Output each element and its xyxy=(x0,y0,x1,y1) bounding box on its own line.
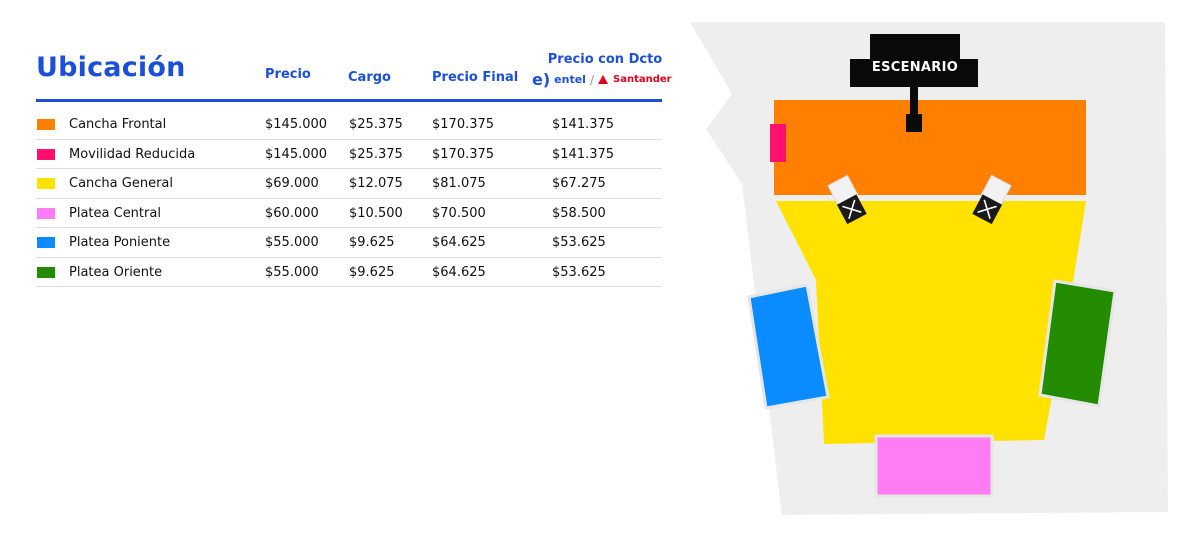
precio-dcto-value: $53.625 xyxy=(552,235,606,250)
location-name: Platea Oriente xyxy=(69,264,163,280)
column-header-cargo: Cargo xyxy=(348,70,391,85)
table-title: Ubicación xyxy=(36,52,186,83)
precio-dcto-value: $141.375 xyxy=(552,117,615,132)
precio-dcto-value: $141.375 xyxy=(552,146,615,162)
color-swatch xyxy=(37,148,55,160)
venue-map-svg xyxy=(690,22,1168,515)
precio-dcto-value: $53.625 xyxy=(552,264,606,280)
color-swatch xyxy=(37,207,55,219)
precio-value: $55.000 xyxy=(265,264,319,280)
discount-brands: e) entel / Santander xyxy=(532,70,672,89)
santander-flame-icon xyxy=(598,75,608,84)
section-platea-oriente[interactable] xyxy=(1038,279,1117,408)
cargo-value: $9.625 xyxy=(349,235,395,250)
sound-tower-right-icon xyxy=(972,174,1012,225)
cargo-value: $12.075 xyxy=(349,176,403,191)
location-name: Platea Poniente xyxy=(69,235,171,250)
cargo-value: $25.375 xyxy=(349,146,403,162)
precio-dcto-value: $67.275 xyxy=(552,176,606,191)
entel-logo-icon: e) xyxy=(532,70,551,89)
color-swatch xyxy=(37,178,55,189)
location-name: Movilidad Reducida xyxy=(69,146,196,162)
sound-tower-left-icon xyxy=(827,174,867,225)
section-platea-central[interactable] xyxy=(874,434,994,498)
location-name: Cancha Frontal xyxy=(69,117,167,132)
stage-runway-tip xyxy=(906,114,922,132)
brand-separator: / xyxy=(589,72,594,87)
table-row: Platea Oriente $55.000 $9.625 $64.625 $5… xyxy=(36,258,662,287)
precio-value: $55.000 xyxy=(265,235,319,250)
precio-final-value: $81.075 xyxy=(432,176,486,191)
stage-runway xyxy=(910,87,918,118)
section-cancha-general[interactable] xyxy=(776,201,1086,444)
color-swatch xyxy=(37,266,55,278)
color-swatch xyxy=(37,237,55,248)
precio-final-value: $64.625 xyxy=(432,235,486,250)
precio-value: $60.000 xyxy=(265,205,319,221)
precio-value: $145.000 xyxy=(265,146,328,162)
table-row: Platea Central $60.000 $10.500 $70.500 $… xyxy=(36,199,662,228)
cargo-value: $10.500 xyxy=(349,205,403,221)
section-platea-poniente[interactable] xyxy=(747,283,830,410)
precio-value: $69.000 xyxy=(265,176,319,191)
section-movilidad-reducida[interactable] xyxy=(770,124,786,162)
precio-final-value: $170.375 xyxy=(432,146,495,162)
table-row: Movilidad Reducida $145.000 $25.375 $170… xyxy=(36,140,662,169)
price-rows: Cancha Frontal $145.000 $25.375 $170.375… xyxy=(36,110,662,287)
color-swatch xyxy=(37,119,55,130)
stage-label: ESCENARIO xyxy=(871,60,959,75)
table-row: Cancha General $69.000 $12.075 $81.075 $… xyxy=(36,169,662,199)
cargo-value: $9.625 xyxy=(349,264,395,280)
precio-value: $145.000 xyxy=(265,117,328,132)
precio-final-value: $64.625 xyxy=(432,264,486,280)
venue-map: ESCENARIO xyxy=(690,18,1170,528)
column-header-precio: Precio xyxy=(265,67,311,82)
santander-brand-label: Santander xyxy=(613,74,672,85)
column-header-precio-dcto: Precio con Dcto xyxy=(547,52,663,67)
entel-brand-label: entel xyxy=(554,73,586,86)
cargo-value: $25.375 xyxy=(349,117,403,132)
location-name: Cancha General xyxy=(69,176,173,191)
precio-final-value: $170.375 xyxy=(432,117,495,132)
stage xyxy=(850,34,978,87)
table-row: Platea Poniente $55.000 $9.625 $64.625 $… xyxy=(36,228,662,258)
table-row: Cancha Frontal $145.000 $25.375 $170.375… xyxy=(36,110,662,140)
column-header-precio-final: Precio Final xyxy=(432,70,519,85)
header-divider xyxy=(36,99,662,102)
section-cancha-frontal[interactable] xyxy=(774,100,1086,195)
precio-dcto-value: $58.500 xyxy=(552,205,606,221)
precio-final-value: $70.500 xyxy=(432,205,486,221)
location-name: Platea Central xyxy=(69,205,161,221)
